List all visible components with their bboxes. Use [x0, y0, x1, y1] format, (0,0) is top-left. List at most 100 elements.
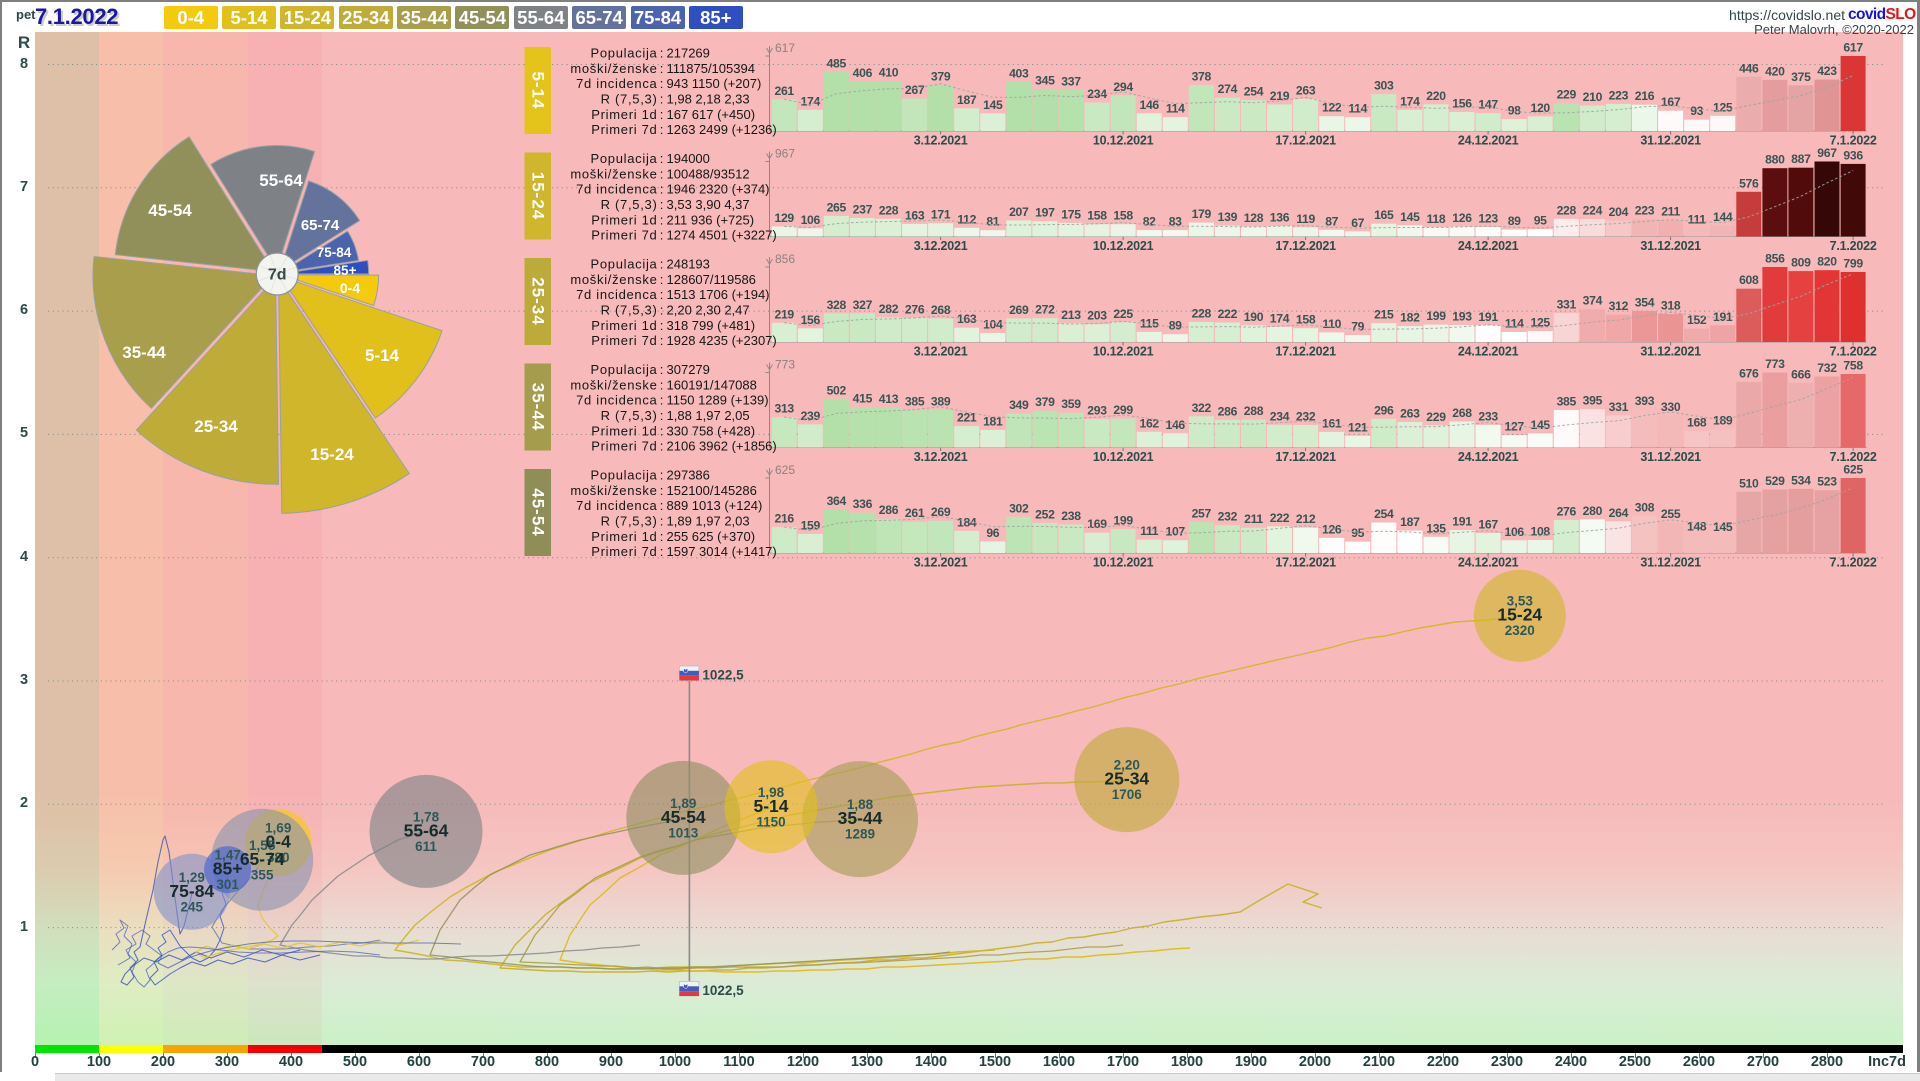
svg-text:35-44: 35-44 — [122, 343, 166, 362]
svg-text:502: 502 — [827, 383, 847, 397]
svg-text:Populacija: Populacija — [591, 468, 658, 483]
svg-text:224: 224 — [1583, 204, 1603, 218]
svg-text:254: 254 — [1374, 507, 1394, 521]
svg-text:3.12.2021: 3.12.2021 — [914, 345, 968, 359]
svg-text::: : — [660, 408, 664, 423]
svg-text:111875/105394: 111875/105394 — [667, 61, 755, 76]
svg-text:93: 93 — [1690, 104, 1703, 118]
svg-text:191: 191 — [1713, 310, 1733, 324]
svg-text:385: 385 — [1557, 395, 1577, 409]
svg-text:349: 349 — [1009, 398, 1029, 412]
svg-text:3.12.2021: 3.12.2021 — [914, 134, 968, 148]
svg-text:299: 299 — [1113, 403, 1133, 417]
svg-text:255: 255 — [1661, 507, 1681, 521]
svg-text:127: 127 — [1504, 420, 1524, 434]
svg-text::: : — [660, 483, 664, 498]
svg-text:106: 106 — [801, 213, 821, 227]
svg-text:313: 313 — [774, 402, 794, 416]
svg-text:146: 146 — [1139, 98, 1159, 112]
svg-text::: : — [660, 92, 664, 107]
svg-text:111: 111 — [1688, 212, 1707, 226]
svg-text:221: 221 — [957, 411, 977, 425]
svg-text:1,88 1,97 2,05: 1,88 1,97 2,05 — [667, 408, 750, 423]
svg-text:45-54: 45-54 — [529, 488, 548, 536]
svg-text:211: 211 — [1244, 512, 1263, 526]
svg-text:112: 112 — [957, 212, 976, 226]
svg-text:268: 268 — [1452, 406, 1472, 420]
svg-text:203: 203 — [1087, 309, 1107, 323]
svg-text:215: 215 — [1374, 308, 1394, 322]
svg-text:81: 81 — [986, 215, 999, 229]
svg-text:120: 120 — [1530, 101, 1550, 115]
svg-text:364: 364 — [827, 494, 847, 508]
svg-text:274: 274 — [1218, 82, 1238, 96]
svg-text:136: 136 — [1270, 211, 1290, 225]
svg-text:152: 152 — [1687, 313, 1707, 327]
svg-text:55-64: 55-64 — [404, 820, 449, 840]
svg-text:359: 359 — [1061, 397, 1081, 411]
svg-text:1,55: 1,55 — [249, 838, 276, 853]
svg-text:282: 282 — [879, 302, 899, 316]
svg-text:228: 228 — [1192, 307, 1212, 321]
svg-text:114: 114 — [1348, 102, 1367, 116]
svg-text:moški/ženske: moški/ženske — [570, 483, 657, 498]
svg-text:225: 225 — [1113, 307, 1133, 321]
svg-text:179: 179 — [1192, 207, 1212, 221]
svg-text:312: 312 — [1609, 299, 1629, 313]
svg-text:229: 229 — [1426, 410, 1446, 424]
svg-text:126: 126 — [1452, 211, 1472, 225]
svg-text:223: 223 — [1609, 88, 1629, 102]
svg-text:128: 128 — [1244, 211, 1264, 225]
svg-text:158: 158 — [1087, 209, 1107, 223]
svg-text:89: 89 — [1508, 214, 1521, 228]
svg-text:174: 174 — [1400, 94, 1420, 108]
svg-text:228: 228 — [1557, 203, 1577, 217]
svg-text:220: 220 — [1426, 89, 1446, 103]
svg-text:3.12.2021: 3.12.2021 — [914, 450, 968, 464]
svg-text:168: 168 — [1687, 416, 1707, 430]
svg-text:523: 523 — [1817, 475, 1837, 489]
svg-text:17.12.2021: 17.12.2021 — [1275, 239, 1336, 253]
svg-text:24.12.2021: 24.12.2021 — [1458, 134, 1519, 148]
svg-text:1013: 1013 — [668, 825, 699, 840]
svg-text:223: 223 — [1635, 204, 1655, 218]
svg-text:303: 303 — [1374, 79, 1394, 93]
svg-text:Populacija: Populacija — [591, 362, 658, 377]
svg-text:67: 67 — [1351, 216, 1364, 230]
svg-text:31.12.2021: 31.12.2021 — [1640, 134, 1701, 148]
svg-text::: : — [660, 468, 664, 483]
svg-text:171: 171 — [931, 208, 951, 222]
svg-text:119: 119 — [1296, 212, 1315, 226]
svg-text:114: 114 — [1166, 102, 1185, 116]
svg-text:1513 1706 (+194): 1513 1706 (+194) — [667, 287, 770, 302]
svg-text:165: 165 — [1374, 208, 1394, 222]
svg-text:145: 145 — [983, 98, 1003, 112]
svg-text:222: 222 — [1270, 511, 1290, 525]
svg-text:856: 856 — [775, 252, 795, 266]
svg-text:307279: 307279 — [667, 362, 710, 377]
svg-text:167: 167 — [1661, 95, 1681, 109]
svg-text:193: 193 — [1452, 310, 1472, 324]
svg-text:379: 379 — [1035, 395, 1055, 409]
svg-text:25-34: 25-34 — [194, 417, 238, 436]
svg-text:15-24: 15-24 — [310, 445, 354, 464]
svg-text:773: 773 — [1765, 357, 1785, 371]
svg-text:125: 125 — [1530, 316, 1550, 330]
svg-text:413: 413 — [879, 392, 899, 406]
svg-text:160191/147088: 160191/147088 — [667, 377, 757, 392]
svg-text:10.12.2021: 10.12.2021 — [1093, 450, 1154, 464]
svg-text:228: 228 — [879, 203, 899, 217]
svg-text:191: 191 — [1452, 515, 1472, 529]
svg-text::: : — [660, 514, 664, 529]
svg-text::: : — [660, 439, 664, 454]
svg-text:1928 4235 (+2307): 1928 4235 (+2307) — [667, 333, 777, 348]
svg-text::: : — [660, 257, 664, 272]
svg-text:75-84: 75-84 — [317, 245, 352, 260]
svg-text:Populacija: Populacija — [591, 46, 658, 61]
svg-text::: : — [660, 318, 664, 333]
svg-text:31.12.2021: 31.12.2021 — [1640, 450, 1701, 464]
svg-text:617: 617 — [775, 41, 795, 55]
svg-text::: : — [660, 362, 664, 377]
svg-text:809: 809 — [1791, 256, 1811, 270]
svg-text:7d incidenca: 7d incidenca — [576, 76, 657, 91]
